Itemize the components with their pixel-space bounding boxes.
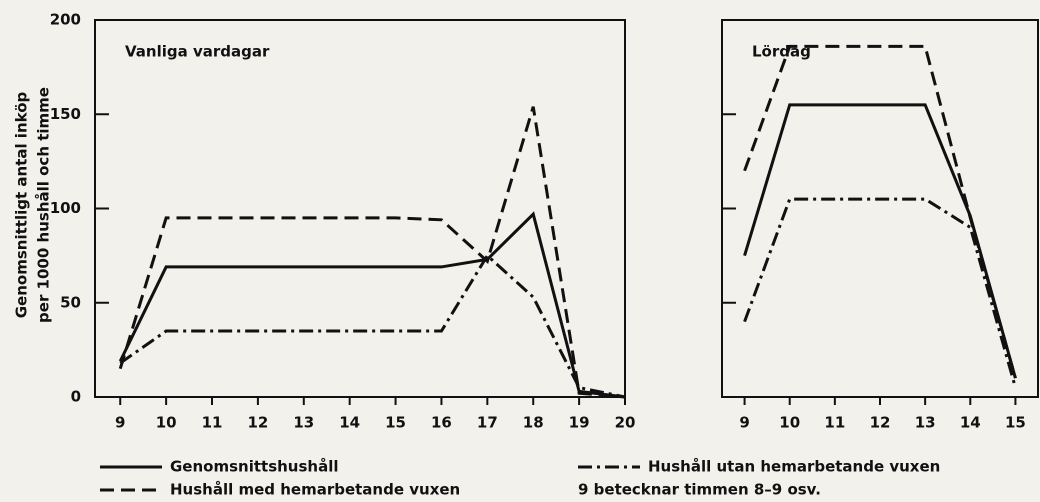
series-line [119,253,626,399]
series-line [743,197,1017,388]
y-tick-label: 100 [50,199,81,217]
series-line [118,106,626,399]
y-tick-label: 150 [50,105,81,123]
legend-label: Hushåll utan hemarbetande vuxen [648,458,940,476]
note: 9 betecknar timmen 8–9 osv. [578,481,821,499]
x-tick-label: 9 [115,414,125,432]
plot-frame [721,19,1039,398]
x-tick-label: 20 [615,414,636,432]
y-tick-label: 200 [50,11,81,29]
x-tick-label: 13 [293,414,314,432]
legend-label: Genomsnittshushåll [170,458,339,476]
x-tick-label: 16 [431,414,452,432]
panel-title: Vanliga vardagar [125,43,270,61]
legend-label: Hushåll med hemarbetande vuxen [170,481,460,499]
x-tick-label: 15 [1005,414,1026,432]
panel-title: Lördag [752,43,811,61]
y-tick-label: 50 [60,293,81,311]
x-tick-label: 14 [339,414,360,432]
x-tick-label: 15 [385,414,406,432]
y-axis-label: per 1000 hushåll och timme [35,87,53,323]
x-tick-label: 13 [915,414,936,432]
y-axis-label: Genomsnittligt antal inköp [13,91,31,318]
x-tick-label: 10 [156,414,177,432]
x-tick-label: 10 [779,414,800,432]
x-tick-label: 12 [870,414,891,432]
y-tick-label: 0 [71,388,81,406]
x-tick-label: 19 [569,414,590,432]
x-tick-label: 11 [824,414,845,432]
plot-frame [94,19,626,398]
x-tick-label: 18 [523,414,544,432]
x-tick-label: 17 [477,414,498,432]
x-tick-label: 14 [960,414,981,432]
series-line [118,211,626,399]
series-line [743,44,1017,379]
x-tick-label: 11 [202,414,223,432]
x-tick-label: 9 [739,414,749,432]
x-tick-label: 12 [247,414,268,432]
